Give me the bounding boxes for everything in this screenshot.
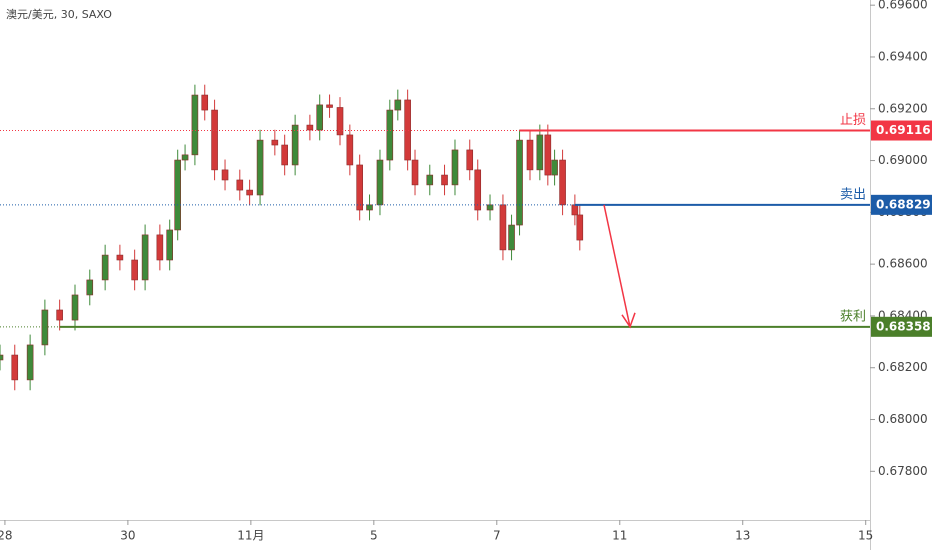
y-tick-label: 0.67800 [878, 464, 928, 478]
candle-body [356, 164, 363, 211]
candle-body [201, 94, 209, 111]
candle-body [211, 109, 218, 171]
level-price-label: 0.69116 [876, 123, 931, 137]
candle-body [486, 204, 494, 211]
candle-body [551, 159, 558, 176]
candle-body [56, 309, 63, 321]
candle-body [86, 279, 94, 296]
candle-body [291, 124, 299, 166]
y-tick-label: 0.68200 [878, 360, 928, 374]
candle-body [466, 149, 474, 171]
candle-body [441, 174, 448, 186]
candle-body [181, 154, 189, 161]
chart-title: 澳元/美元, 30, SAXO [6, 8, 112, 21]
candle-body [116, 254, 124, 261]
level-name: 止损 [840, 113, 866, 128]
candle-body [41, 309, 49, 346]
x-tick-label: 28 [0, 529, 13, 543]
candle-body [451, 149, 459, 186]
candle-body [508, 224, 515, 251]
candle-body [559, 159, 566, 206]
x-tick-label: 13 [735, 529, 750, 543]
x-tick-label: 5 [370, 529, 378, 543]
candle-body [576, 214, 584, 241]
y-tick-label: 0.68000 [878, 412, 928, 426]
candle-body [271, 139, 279, 146]
candle-body [544, 134, 552, 176]
level-price-box [871, 120, 932, 141]
candle-body [71, 294, 79, 321]
candle-body [26, 344, 34, 381]
candle-body [426, 174, 434, 186]
candle-body [394, 99, 402, 111]
level-price-box [871, 194, 932, 215]
y-tick-label: 0.69600 [878, 0, 928, 12]
y-tick-label: 0.68600 [878, 257, 928, 271]
candle-body [306, 124, 314, 131]
candle-body [281, 144, 288, 166]
forecast-arrow-head [621, 312, 636, 329]
candle-body [404, 99, 411, 161]
candle-body [366, 204, 373, 211]
candle-body [174, 159, 181, 231]
candle-body [376, 159, 384, 206]
candle-body [246, 189, 253, 196]
x-tick-label: 15 [858, 529, 873, 543]
candle-body [141, 234, 149, 281]
candle-body [101, 254, 109, 281]
candle-body [131, 259, 138, 281]
candle-body [191, 94, 199, 156]
candle-body [346, 134, 354, 166]
candle-body [526, 139, 534, 171]
candle-body [571, 204, 579, 216]
x-tick-label: 30 [120, 529, 135, 543]
candle-body [516, 139, 523, 226]
candle-body [474, 169, 482, 211]
candle-body [166, 229, 173, 261]
x-tick-label: 7 [493, 529, 501, 543]
level-name: 获利 [840, 309, 866, 324]
forecast-arrow [603, 204, 631, 327]
y-tick-label: 0.69000 [878, 153, 928, 167]
x-tick-label: 11月 [237, 529, 264, 543]
level-price-box [871, 316, 932, 337]
candle-body [336, 107, 344, 136]
candle-body [411, 159, 419, 186]
candle-body [11, 354, 19, 381]
candle-body [236, 179, 244, 191]
candle-body [221, 169, 229, 181]
y-tick-label: 0.69200 [878, 101, 928, 115]
candle-body [499, 204, 507, 251]
candle-body [326, 104, 333, 108]
level-name: 卖出 [840, 187, 866, 202]
level-price-label: 0.68829 [876, 197, 931, 211]
candle-body [156, 234, 164, 261]
candle-body [0, 354, 4, 361]
candle-body [256, 139, 264, 196]
y-tick-label: 0.69400 [878, 49, 928, 63]
candle-body [386, 109, 394, 161]
x-tick-label: 11 [612, 529, 627, 543]
candle-body [316, 104, 324, 131]
candle-body [536, 134, 544, 171]
level-price-label: 0.68358 [876, 319, 931, 333]
